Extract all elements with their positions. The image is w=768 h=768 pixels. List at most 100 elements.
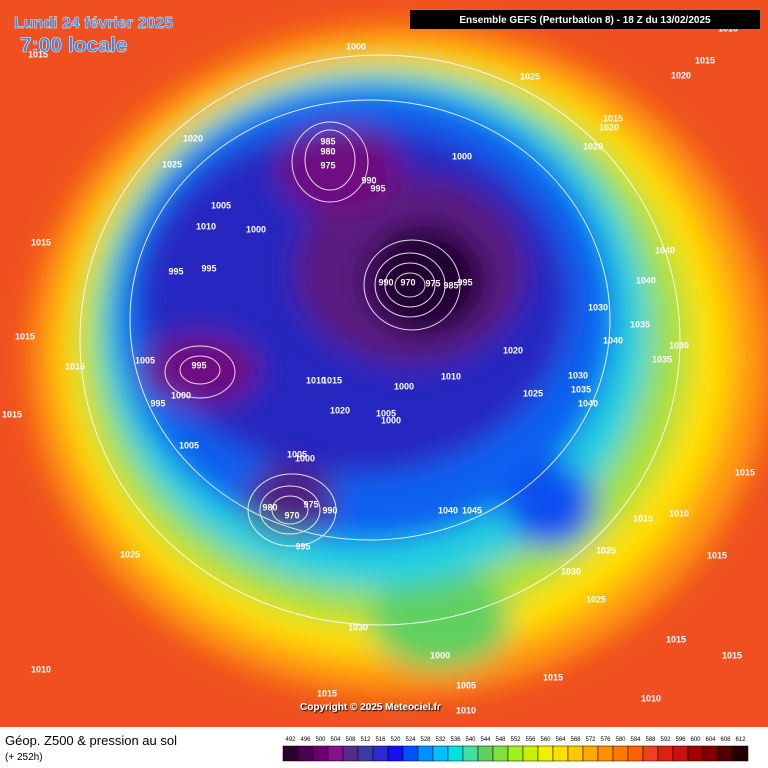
isobar-label: 980 — [320, 146, 335, 156]
isobar-label: 1045 — [462, 505, 482, 515]
isobar-label: 995 — [457, 277, 472, 287]
colorbar-label: 532 — [435, 737, 446, 743]
isobar-label: 1025 — [162, 159, 182, 169]
lead-time: (+ 252h) — [5, 752, 43, 763]
isobar-label: 1040 — [578, 398, 598, 408]
isobar-label: 1015 — [322, 375, 342, 385]
colorbar-cell — [597, 745, 614, 762]
colorbar-label: 548 — [495, 737, 506, 743]
isobar-label: 1000 — [295, 453, 315, 463]
isobar-label: 1000 — [381, 415, 401, 425]
isobar-label: 1010 — [641, 693, 661, 703]
isobar-label: 1015 — [317, 688, 337, 698]
colorbar-cell — [567, 745, 584, 762]
isobar-label: 1030 — [348, 622, 368, 632]
colorbar-cell — [492, 745, 509, 762]
isobar-labels: 1000101510251020101510101015102010201020… — [2, 23, 755, 715]
colorbar-cell — [672, 745, 689, 762]
isobar-label: 1040 — [438, 505, 458, 515]
colorbar-label: 552 — [510, 737, 521, 743]
colorbar-label: 564 — [555, 737, 566, 743]
colorbar-cell — [552, 745, 569, 762]
colorbar-cell — [657, 745, 674, 762]
isobar-label: 1035 — [630, 319, 650, 329]
colorbar-cell — [387, 745, 404, 762]
colorbar-label: 528 — [420, 737, 431, 743]
isobar-label: 1000 — [171, 390, 191, 400]
isobar-label: 1015 — [735, 467, 755, 477]
colorbar-cell — [372, 745, 389, 762]
isobar-label: 985 — [320, 136, 335, 146]
model-box — [410, 10, 760, 29]
colorbar-cell — [462, 745, 479, 762]
isobar-label: 975 — [320, 160, 335, 170]
colorbar-label: 508 — [345, 737, 356, 743]
isobar-label: 1010 — [669, 508, 689, 518]
colorbar-label: 556 — [525, 737, 536, 743]
isobar-label: 1015 — [695, 55, 715, 65]
colorbar-cell — [702, 745, 719, 762]
isobar-label: 1005 — [211, 200, 231, 210]
isobar-label: 1015 — [28, 49, 48, 59]
isobar-label: 995 — [370, 183, 385, 193]
isobar-label: 1000 — [246, 224, 266, 234]
colorbar-cell — [477, 745, 494, 762]
colorbar-cell — [732, 745, 749, 762]
colorbar-label: 588 — [645, 737, 656, 743]
time: 7:00 locale — [20, 34, 127, 57]
colorbar-label: 604 — [705, 737, 716, 743]
colorbar-label: 492 — [285, 737, 296, 743]
footer-title: Géop. Z500 & pression au sol — [5, 733, 177, 748]
isobar-label: 1015 — [666, 634, 686, 644]
isobar-label: 1030 — [568, 370, 588, 380]
colorbar: 492 496 500 504 508 512 516 520 524 528 532 536 540 5… — [282, 737, 749, 762]
isobar-label: 1030 — [561, 566, 581, 576]
isobar-label: 1025 — [596, 545, 616, 555]
isobar-label: 1040 — [655, 245, 675, 255]
colorbar-label: 576 — [600, 737, 611, 743]
isobar-label: 1005 — [287, 449, 307, 459]
colorbar-label: 540 — [465, 737, 476, 743]
isobar-label: 1015 — [722, 650, 742, 660]
isobar-label: 990 — [361, 175, 376, 185]
colorbar-cell — [687, 745, 704, 762]
isobar-label: 975 — [303, 499, 318, 509]
isobar-label: 1005 — [179, 440, 199, 450]
isobar-label: 1000 — [430, 650, 450, 660]
isobar-label: 1025 — [120, 549, 140, 559]
isobar-label: 1015 — [15, 331, 35, 341]
isobar-label: 990 — [322, 505, 337, 515]
isobar-label: 1015 — [707, 550, 727, 560]
colorbar-cell — [582, 745, 599, 762]
isobar-label: 1005 — [376, 408, 396, 418]
isobar-label: 1015 — [65, 361, 85, 371]
date: Lundi 24 février 2025 — [14, 15, 173, 32]
isobar-label: 985 — [443, 280, 458, 290]
isobar-label: 1010 — [441, 371, 461, 381]
colorbar-label: 536 — [450, 737, 461, 743]
colorbar-label: 612 — [735, 737, 746, 743]
isobar-label: 970 — [284, 510, 299, 520]
isobar-label: 1020 — [503, 345, 523, 355]
colorbar-cell — [432, 745, 449, 762]
colorbar-label: 608 — [720, 737, 731, 743]
colorbar-cell — [717, 745, 734, 762]
isobar-label: 1040 — [636, 275, 656, 285]
colorbar-label: 568 — [570, 737, 581, 743]
isobar-label: 1000 — [394, 381, 414, 391]
model: Ensemble GEFS (Perturbation 8) - 18 Z du… — [459, 15, 711, 26]
isobar-label: 1010 — [456, 705, 476, 715]
isobar-label: 990 — [378, 277, 393, 287]
isobar-label: 1025 — [586, 594, 606, 604]
isobar-label: 1025 — [523, 388, 543, 398]
colorbar-cell — [507, 745, 524, 762]
isobar-label: 995 — [201, 263, 216, 273]
isobar-label: 1035 — [652, 354, 672, 364]
isobar-label: 1015 — [31, 237, 51, 247]
colorbar-label: 500 — [315, 737, 326, 743]
colorbar-cell — [402, 745, 419, 762]
isobar-label: 1015 — [543, 672, 563, 682]
colorbar-cell — [327, 745, 344, 762]
